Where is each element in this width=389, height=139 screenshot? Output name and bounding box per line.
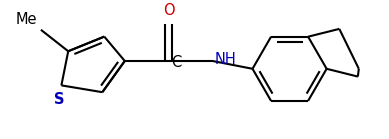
Text: NH: NH (214, 52, 236, 67)
Text: C: C (172, 55, 182, 70)
Text: O: O (163, 3, 175, 18)
Text: Me: Me (16, 12, 37, 27)
Text: S: S (54, 91, 65, 106)
